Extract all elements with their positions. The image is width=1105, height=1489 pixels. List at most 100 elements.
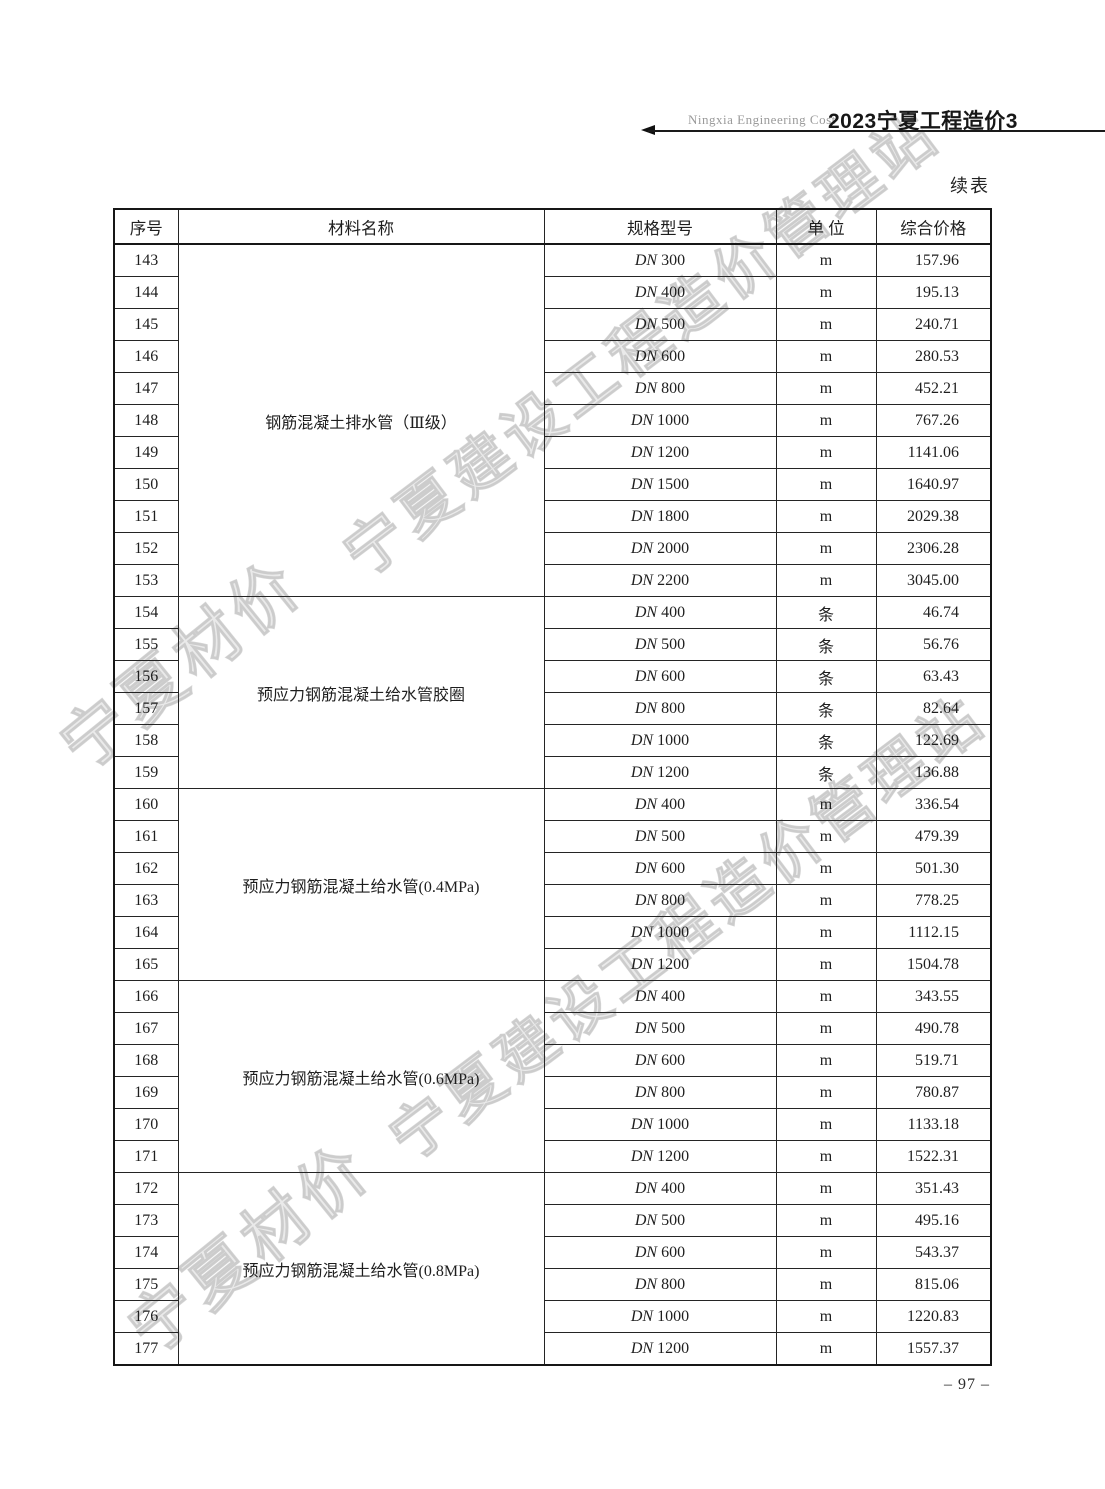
spec-cell: DN 2200 [543,564,777,597]
spec-cell: DN 400 [543,276,777,309]
table-row: 165 DN 1200 m 1504.78 [113,948,992,981]
spec-cell: DN 1200 [543,1332,777,1366]
spec-cell: DN 1000 [543,404,777,437]
unit-cell: 条 [775,692,877,725]
spec-cell: DN 800 [543,884,777,917]
price-cell: 1112.15 [875,916,992,949]
table-row: 175 DN 800 m 815.06 [113,1268,992,1301]
serial-cell: 165 [113,948,179,981]
price-cell: 1133.18 [875,1108,992,1141]
price-cell: 1557.37 [875,1332,992,1366]
serial-cell: 171 [113,1140,179,1173]
spec-cell: DN 400 [543,596,777,629]
unit-cell: m [775,788,877,821]
price-cell: 82.64 [875,692,992,725]
serial-cell: 145 [113,308,179,341]
price-cell: 452.21 [875,372,992,405]
material-price-table: 序号 材料名称 规格型号单 位综合价格 143 钢筋混凝土排水管（Ⅲ级） DN 300 m… [113,208,992,1366]
serial-cell: 173 [113,1204,179,1237]
unit-cell: m [775,948,877,981]
unit-cell: 条 [775,724,877,757]
unit-cell: m [775,436,877,469]
spec-cell: DN 600 [543,660,777,693]
unit-cell: m [775,500,877,533]
serial-cell: 157 [113,692,179,725]
spec-cell: DN 800 [543,372,777,405]
spec-cell: DN 800 [543,692,777,725]
unit-cell: m [775,852,877,885]
spec-cell: DN 500 [543,308,777,341]
unit-cell: m [775,1076,877,1109]
serial-cell: 154 [113,596,179,629]
unit-cell: m [775,532,877,565]
table-row: 147 DN 800 m 452.21 [113,372,992,405]
unit-cell: 条 [775,660,877,693]
table-row: 172 预应力钢筋混凝土给水管(0.8MPa) DN 400 m 351.43 [113,1172,992,1366]
unit-cell: m [775,1332,877,1366]
header-rule [648,130,1105,132]
column-header-2: 规格型号 [543,208,777,245]
price-cell: 1640.97 [875,468,992,501]
serial-cell: 168 [113,1044,179,1077]
spec-cell: DN 800 [543,1076,777,1109]
unit-cell: m [775,1012,877,1045]
serial-cell: 155 [113,628,179,661]
spec-cell: DN 300 [543,243,777,277]
price-cell: 815.06 [875,1268,992,1301]
serial-cell: 162 [113,852,179,885]
spec-cell: DN 1800 [543,500,777,533]
price-cell: 1522.31 [875,1140,992,1173]
serial-cell: 163 [113,884,179,917]
column-header-4: 综合价格 [875,208,992,245]
spec-cell: DN 600 [543,1044,777,1077]
spec-cell: DN 500 [543,1204,777,1237]
spec-cell: DN 600 [543,1236,777,1269]
table-row: 167 DN 500 m 490.78 [113,1012,992,1045]
unit-cell: m [775,1108,877,1141]
table-row: 160 预应力钢筋混凝土给水管(0.4MPa) DN 400 m 336.54 [113,788,992,981]
table-row: 161 DN 500 m 479.39 [113,820,992,853]
spec-cell: DN 600 [543,852,777,885]
material-name-cell: 预应力钢筋混凝土给水管(0.4MPa) [177,788,545,981]
unit-cell: m [775,243,877,277]
spec-cell: DN 1200 [543,948,777,981]
unit-cell: m [775,308,877,341]
spec-cell: DN 400 [543,1172,777,1205]
serial-cell: 147 [113,372,179,405]
unit-cell: m [775,1204,877,1237]
spec-cell: DN 500 [543,628,777,661]
table-row: 176 DN 1000 m 1220.83 [113,1300,992,1333]
table-row: 143 钢筋混凝土排水管（Ⅲ级） DN 300 m 157.96 [113,243,992,597]
price-cell: 543.37 [875,1236,992,1269]
serial-cell: 144 [113,276,179,309]
serial-cell: 174 [113,1236,179,1269]
unit-cell: m [775,372,877,405]
price-cell: 157.96 [875,243,992,277]
unit-cell: m [775,1268,877,1301]
price-cell: 195.13 [875,276,992,309]
table-row: 154 预应力钢筋混凝土给水管胶圈 DN 400 条 46.74 [113,596,992,789]
spec-cell: DN 400 [543,980,777,1013]
unit-cell: m [775,1044,877,1077]
serial-cell: 172 [113,1172,179,1205]
table-row: 158 DN 1000 条 122.69 [113,724,992,757]
price-cell: 501.30 [875,852,992,885]
table-row: 155 DN 500 条 56.76 [113,628,992,661]
serial-cell: 159 [113,756,179,789]
table-row: 174 DN 600 m 543.37 [113,1236,992,1269]
price-cell: 495.16 [875,1204,992,1237]
spec-cell: DN 1200 [543,756,777,789]
unit-cell: m [775,564,877,597]
unit-cell: m [775,340,877,373]
serial-cell: 160 [113,788,179,821]
unit-cell: m [775,404,877,437]
table-row: 157 DN 800 条 82.64 [113,692,992,725]
price-cell: 3045.00 [875,564,992,597]
unit-cell: m [775,1172,877,1205]
unit-cell: m [775,916,877,949]
spec-cell: DN 1000 [543,1108,777,1141]
serial-cell: 166 [113,980,179,1013]
unit-cell: m [775,468,877,501]
price-cell: 336.54 [875,788,992,821]
table-header-row: 序号 材料名称 规格型号单 位综合价格 [113,208,992,245]
